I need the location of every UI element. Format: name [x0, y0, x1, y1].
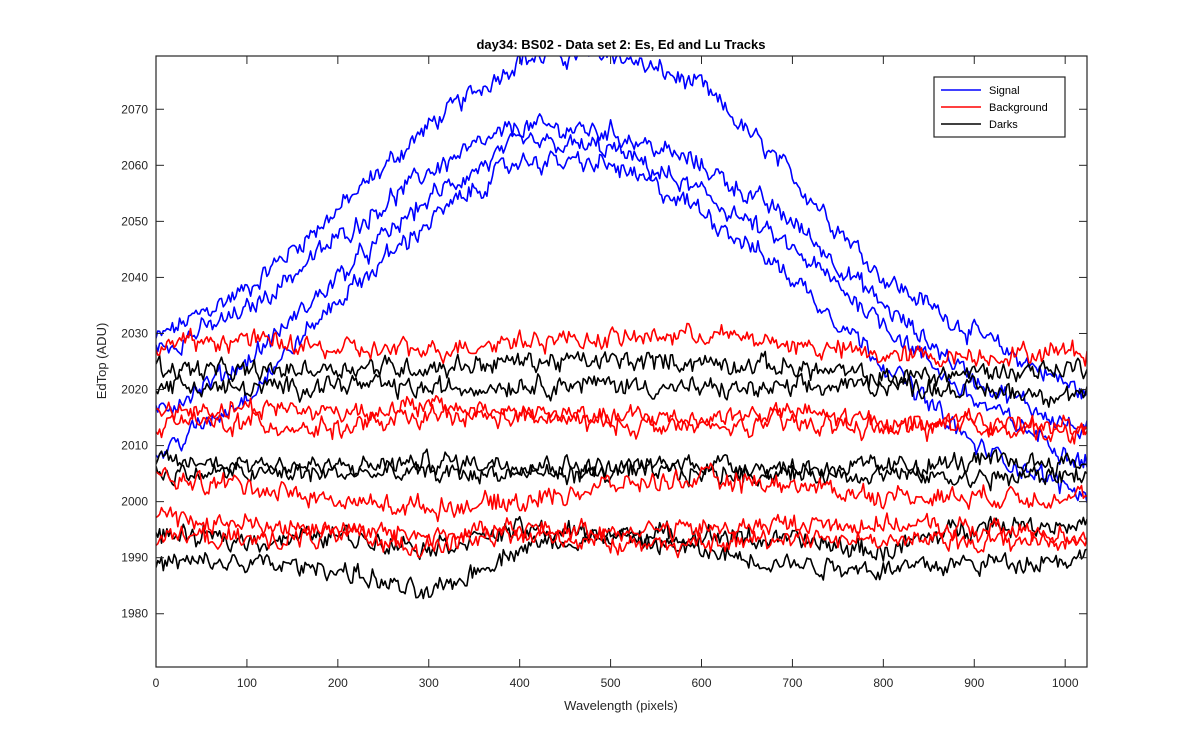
x-tick-label: 1000	[1052, 676, 1079, 690]
legend-label-background: Background	[989, 102, 1048, 114]
y-tick-label: 2020	[121, 383, 148, 397]
series-line-background-4	[156, 322, 1087, 368]
y-tick-label: 2000	[121, 495, 148, 509]
axes-layer: 0 100 200 300 400 500 600 700 800 900 1000 1980 1990…	[121, 55, 1088, 690]
y-tick-label: 2030	[121, 326, 148, 340]
x-tick-label: 100	[237, 676, 257, 690]
legend-label-darks: Darks	[989, 119, 1018, 131]
axes-box	[155, 55, 1088, 668]
x-tick-label: 700	[782, 676, 802, 690]
series-line-signal-1	[156, 113, 1087, 440]
series-line-background-8	[156, 506, 1087, 547]
series-layer	[156, 56, 1087, 600]
y-tick-label: 2040	[121, 270, 148, 284]
x-tick-label: 800	[873, 676, 893, 690]
series-line-signal-2	[156, 132, 1087, 469]
x-tick-label: 500	[601, 676, 621, 690]
x-tick-label: 0	[153, 676, 160, 690]
series-line-background-9	[156, 522, 1087, 559]
x-axis-label: Wavelength (pixels)	[564, 698, 678, 713]
series-line-background-7	[156, 462, 1087, 523]
x-tick-label: 300	[419, 676, 439, 690]
chart-title: day34: BS02 - Data set 2: Es, Ed and Lu …	[476, 37, 765, 52]
series-line-darks-15	[156, 528, 1087, 600]
series-line-signal-0	[156, 56, 1087, 400]
series-line-background-6	[156, 403, 1087, 442]
y-tick-label: 2060	[121, 158, 148, 172]
x-tick-label: 400	[510, 676, 530, 690]
y-tick-label: 1980	[121, 607, 148, 621]
legend-label-signal: Signal	[989, 85, 1020, 97]
series-line-signal-3	[156, 150, 1087, 503]
series-line-darks-11	[156, 372, 1087, 408]
y-tick-label: 2050	[121, 214, 148, 228]
series-line-darks-12	[156, 448, 1087, 479]
x-tick-label: 900	[964, 676, 984, 690]
series-line-darks-13	[156, 458, 1087, 492]
series-line-darks-10	[156, 350, 1087, 389]
x-tick-label: 200	[328, 676, 348, 690]
y-tick-label: 2010	[121, 439, 148, 453]
y-tick-label: 2070	[121, 102, 148, 116]
series-line-background-5	[156, 395, 1087, 445]
y-axis-label: EdTop (ADU)	[94, 323, 109, 400]
legend: Signal Background Darks	[933, 76, 1066, 138]
x-tick-label: 600	[691, 676, 711, 690]
y-tick-label: 1990	[121, 551, 148, 565]
